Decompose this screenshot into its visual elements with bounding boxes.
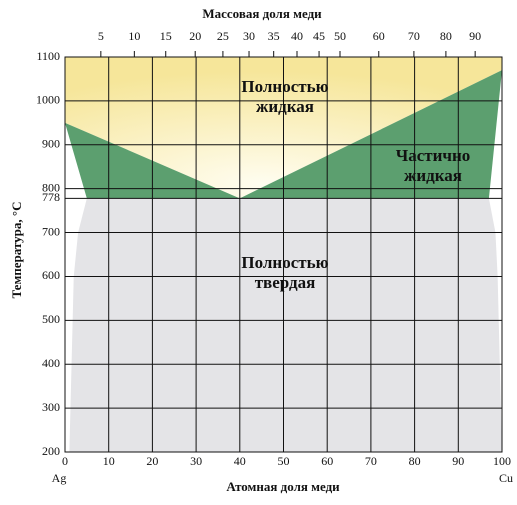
x2-tick-label: 20 (189, 29, 201, 43)
region-label: жидкая (256, 97, 314, 116)
y-tick-label: 600 (42, 268, 60, 282)
x2-tick-label: 70 (408, 29, 420, 43)
x2-tick-label: 60 (373, 29, 385, 43)
region-label: Полностью (241, 253, 328, 272)
x-axis-title: Атомная доля меди (226, 479, 340, 494)
y-tick-label: 900 (42, 137, 60, 151)
x2-tick-label: 30 (243, 29, 255, 43)
x2-tick-label: 25 (217, 29, 229, 43)
x2-tick-label: 80 (440, 29, 452, 43)
x2-tick-label: 15 (160, 29, 172, 43)
y-tick-label: 1000 (36, 93, 60, 107)
x-tick-label: 20 (146, 454, 158, 468)
x-tick-label: 90 (452, 454, 464, 468)
x-tick-label: 30 (190, 454, 202, 468)
y-tick-label: 700 (42, 224, 60, 238)
phase-region (69, 198, 503, 452)
region-label: Частично (396, 146, 471, 165)
y-tick-label: 200 (42, 444, 60, 458)
x-tick-label: 70 (365, 454, 377, 468)
y-axis-title: Температура, °C (9, 202, 24, 299)
end-label: Ag (52, 471, 67, 485)
x-tick-label: 10 (103, 454, 115, 468)
phase-region (65, 70, 502, 199)
x2-tick-label: 45 (313, 29, 325, 43)
y-tick-label: 400 (42, 356, 60, 370)
y-tick-label: 800 (42, 180, 60, 194)
x2-tick-label: 90 (469, 29, 481, 43)
x2-tick-label: 50 (334, 29, 346, 43)
x2-tick-label: 40 (291, 29, 303, 43)
y-tick-label: 778 (42, 190, 60, 204)
region-label: Полностью (241, 77, 328, 96)
x2-tick-label: 35 (268, 29, 280, 43)
plot-frame (64, 56, 503, 453)
x2-tick-label: 5 (98, 29, 104, 43)
end-label: Cu (499, 471, 513, 485)
y-tick-label: 500 (42, 312, 60, 326)
x-tick-label: 40 (234, 454, 246, 468)
y-tick-label: 1100 (36, 49, 60, 63)
x-tick-label: 0 (62, 454, 68, 468)
x-tick-label: 50 (278, 454, 290, 468)
x-tick-label: 100 (493, 454, 511, 468)
region-label: твердая (255, 273, 316, 292)
y-tick-label: 300 (42, 400, 60, 414)
x-tick-label: 60 (321, 454, 333, 468)
x2-tick-label: 10 (128, 29, 140, 43)
region-label: жидкая (404, 166, 462, 185)
x-tick-label: 80 (409, 454, 421, 468)
x2-axis-title: Массовая доля меди (202, 6, 322, 21)
